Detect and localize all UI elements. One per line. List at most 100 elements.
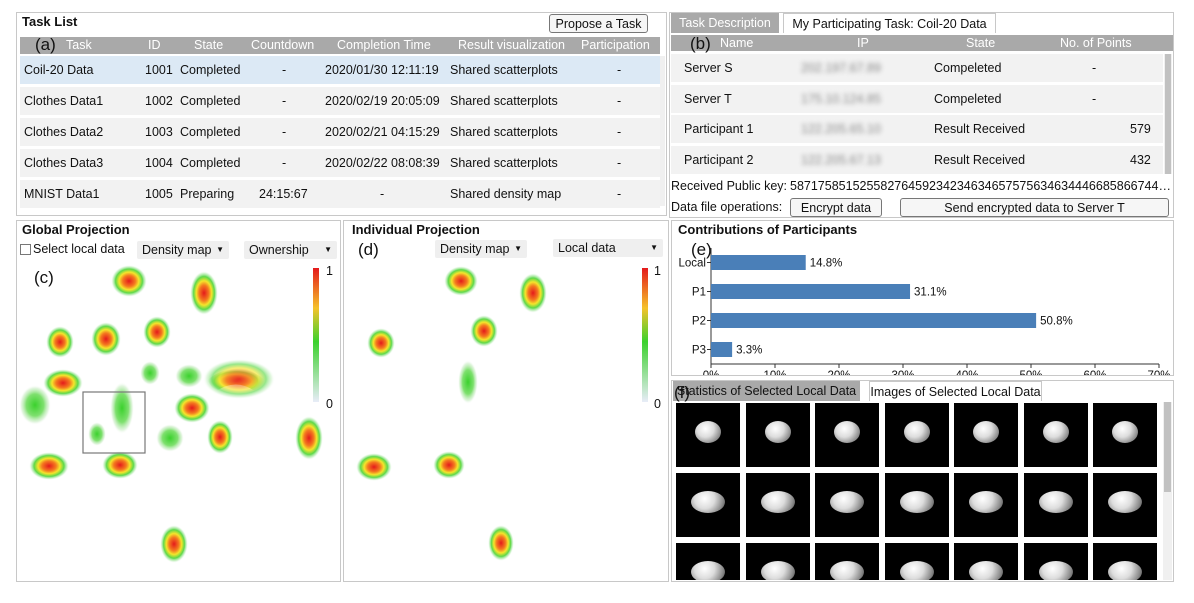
thumbnail-image[interactable] bbox=[954, 473, 1018, 537]
col-completion-time[interactable]: Completion Time bbox=[337, 38, 431, 52]
cell-server-state: Compeleted bbox=[934, 61, 1002, 75]
object-shape bbox=[1112, 421, 1138, 443]
value-label: 3.3% bbox=[736, 345, 762, 357]
cell-participation: - bbox=[617, 94, 622, 108]
cell-time: 2020/02/19 20:05:09 bbox=[325, 94, 440, 108]
file-ops-label: Data file operations: bbox=[671, 200, 783, 214]
col-countdown[interactable]: Countdown bbox=[251, 38, 315, 52]
thumbnail-image[interactable] bbox=[884, 543, 949, 580]
local-data-selection-box[interactable] bbox=[82, 391, 146, 454]
individual-density-map[interactable] bbox=[344, 262, 667, 580]
encrypt-data-button[interactable]: Encrypt data bbox=[790, 198, 882, 217]
tab-task-description[interactable]: Task Description bbox=[671, 13, 779, 33]
x-tick-label: 70% bbox=[1147, 370, 1170, 375]
thumbnail-image[interactable] bbox=[676, 403, 740, 467]
col-participation[interactable]: Participation bbox=[581, 38, 650, 52]
cell-name: Participant 2 bbox=[684, 153, 754, 167]
task-table-scrollbar[interactable] bbox=[660, 56, 665, 206]
color-legend-bar bbox=[642, 268, 648, 402]
object-shape bbox=[834, 421, 860, 443]
object-shape bbox=[899, 491, 934, 513]
server-table-scrollbar[interactable] bbox=[1164, 54, 1172, 174]
cell-visualization: Shared scatterplots bbox=[450, 94, 558, 108]
send-encrypted-data-button[interactable]: Send encrypted data to Server T bbox=[900, 198, 1169, 217]
thumbnail-image[interactable] bbox=[745, 473, 810, 537]
thumbnail-image[interactable] bbox=[745, 543, 810, 580]
thumbnail-image[interactable] bbox=[1093, 473, 1157, 537]
table-row[interactable]: Clothes Data1 1002 Completed - 2020/02/1… bbox=[20, 87, 660, 115]
object-shape bbox=[764, 421, 791, 443]
select-value: Ownership bbox=[249, 243, 309, 257]
col-result-visualization[interactable]: Result visualization bbox=[458, 38, 565, 52]
table-row[interactable]: Clothes Data2 1003 Completed - 2020/02/2… bbox=[20, 118, 660, 146]
table-row[interactable]: Coil-20 Data 1001 Completed - 2020/01/30… bbox=[20, 56, 660, 84]
table-row[interactable]: Participant 2 122.205.67.13 Result Recei… bbox=[671, 146, 1163, 174]
thumbnail-image[interactable] bbox=[1093, 403, 1157, 467]
global-mode-select[interactable]: Density map ▼ bbox=[137, 241, 229, 259]
x-tick-label: 0% bbox=[703, 370, 720, 375]
thumbnail-image[interactable] bbox=[954, 403, 1018, 467]
legend-min-label: 0 bbox=[326, 397, 333, 411]
tab-statistics-local-data[interactable]: Statistics of Selected Local Data bbox=[673, 381, 860, 401]
table-row[interactable]: Clothes Data3 1004 Completed - 2020/02/2… bbox=[20, 149, 660, 177]
global-density-map[interactable] bbox=[17, 262, 340, 580]
select-local-data-checkbox[interactable]: Select local data bbox=[20, 242, 125, 256]
cell-state: Completed bbox=[180, 63, 241, 77]
individual-projection-title: Individual Projection bbox=[352, 222, 480, 237]
density-blobs bbox=[19, 265, 323, 563]
density-blobs bbox=[356, 266, 547, 561]
propose-task-button[interactable]: Propose a Task bbox=[549, 14, 648, 33]
thumbnail-image[interactable] bbox=[954, 543, 1018, 580]
thumbnail-image[interactable] bbox=[884, 403, 949, 467]
thumbnail-image[interactable] bbox=[815, 473, 879, 537]
thumbnail-image[interactable] bbox=[815, 543, 879, 580]
thumbnail-image[interactable] bbox=[815, 403, 879, 467]
tab-my-participating-task[interactable]: My Participating Task: Coil-20 Data bbox=[783, 13, 996, 33]
image-grid-scrollbar[interactable] bbox=[1163, 402, 1172, 580]
checkbox-box[interactable] bbox=[20, 244, 31, 256]
scroll-thumb[interactable] bbox=[1164, 402, 1171, 492]
tab-images-local-data[interactable]: Images of Selected Local Data bbox=[869, 381, 1042, 401]
cell-countdown: 24:15:67 bbox=[259, 187, 308, 201]
thumbnail-image[interactable] bbox=[676, 543, 740, 580]
cell-points: 432 bbox=[1130, 153, 1151, 167]
col-ip[interactable]: IP bbox=[857, 36, 869, 50]
x-tick-label: 10% bbox=[763, 370, 786, 375]
select-value: Density map bbox=[440, 242, 510, 256]
table-row[interactable]: MNIST Data1 1005 Preparing 24:15:67 - Sh… bbox=[20, 180, 660, 208]
cell-time: 2020/02/21 04:15:29 bbox=[325, 125, 440, 139]
global-color-select[interactable]: Ownership ▼ bbox=[244, 241, 337, 259]
cell-name: Server S bbox=[684, 61, 733, 75]
table-row[interactable]: Server S 202.197.67.89 Compeleted - bbox=[671, 54, 1163, 82]
table-row[interactable]: Participant 1 122.205.65.10 Result Recei… bbox=[671, 115, 1163, 143]
col-server-state[interactable]: State bbox=[966, 36, 996, 50]
thumbnail-image[interactable] bbox=[1023, 403, 1088, 467]
object-shape bbox=[973, 421, 999, 443]
object-shape bbox=[1038, 491, 1073, 513]
object-shape bbox=[1108, 561, 1142, 580]
thumbnail-image[interactable] bbox=[745, 403, 810, 467]
individual-mode-select[interactable]: Density map ▼ bbox=[435, 240, 527, 258]
col-name[interactable]: Name bbox=[720, 36, 754, 50]
thumbnail-image[interactable] bbox=[884, 473, 949, 537]
bar bbox=[711, 255, 806, 270]
col-state[interactable]: State bbox=[194, 38, 224, 52]
scroll-thumb[interactable] bbox=[1165, 54, 1171, 174]
select-value: Local data bbox=[558, 241, 616, 255]
table-row[interactable]: Server T 175.10.124.85 Compeleted - bbox=[671, 85, 1163, 113]
thumbnail-image[interactable] bbox=[1023, 473, 1088, 537]
cell-state: Completed bbox=[180, 156, 241, 170]
col-id[interactable]: ID bbox=[148, 38, 161, 52]
cell-id: 1005 bbox=[145, 187, 173, 201]
x-tick-label: 20% bbox=[827, 370, 850, 375]
thumbnail-image[interactable] bbox=[1023, 543, 1088, 580]
thumbnail-image[interactable] bbox=[1093, 543, 1157, 580]
object-shape bbox=[1042, 421, 1069, 443]
cell-points: 579 bbox=[1130, 122, 1151, 136]
thumbnail-image[interactable] bbox=[676, 473, 740, 537]
cell-ip: 202.197.67.89 bbox=[801, 61, 881, 75]
col-points[interactable]: No. of Points bbox=[1060, 36, 1132, 50]
cell-state: Completed bbox=[180, 94, 241, 108]
individual-data-select[interactable]: Local data ▼ bbox=[553, 239, 663, 257]
col-task[interactable]: Task bbox=[66, 38, 92, 52]
